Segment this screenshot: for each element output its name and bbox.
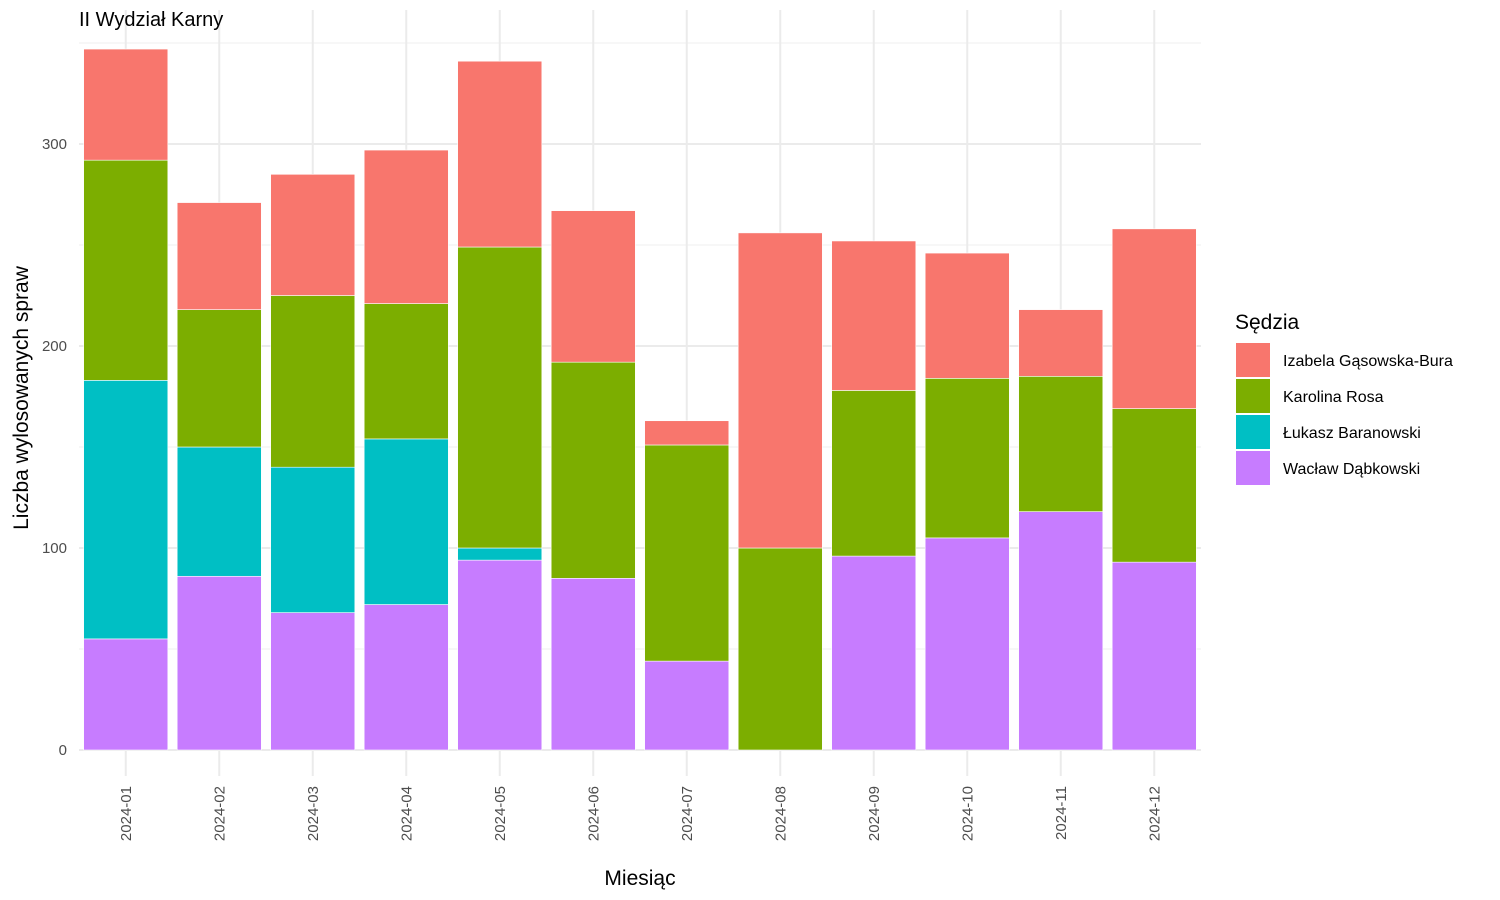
bars (83, 48, 1197, 751)
bar-segment (924, 252, 1010, 379)
bar-segment (644, 444, 730, 662)
bar-segment (550, 577, 636, 751)
legend-label: Izabela Gąsowska-Bura (1283, 353, 1453, 370)
x-tick-label: 2024-03 (305, 786, 322, 841)
bar-segment (644, 420, 730, 446)
legend-label: Karolina Rosa (1283, 389, 1384, 406)
legend: Sędzia Izabela Gąsowska-Bura Karolina Ros… (1235, 311, 1453, 485)
bar-segment (1111, 228, 1197, 409)
x-tick-label: 2024-01 (118, 786, 135, 841)
bar-segment (1111, 408, 1197, 563)
bar-segment (83, 638, 169, 751)
x-tick-label: 2024-10 (959, 786, 976, 841)
legend-label: Wacław Dąbkowski (1283, 461, 1420, 478)
y-tick-label: 300 (42, 136, 67, 153)
x-tick-label: 2024-07 (679, 786, 696, 841)
bar-segment (831, 390, 917, 557)
bar-segment (363, 149, 449, 304)
bar-segment (1018, 309, 1104, 377)
bar-segment (831, 555, 917, 751)
bar-segment (270, 612, 356, 751)
y-tick-label: 100 (42, 540, 67, 557)
bar-segment (457, 547, 543, 561)
bar-segment (363, 604, 449, 751)
bar-segment (1111, 561, 1197, 751)
x-tick-label: 2024-09 (866, 786, 883, 841)
bar-segment (83, 380, 169, 640)
bar-segment (1018, 511, 1104, 751)
bar-segment (363, 303, 449, 440)
bar-segment (270, 466, 356, 613)
legend-label: Łukasz Baranowski (1283, 425, 1421, 442)
x-tick-label: 2024-02 (211, 786, 228, 841)
bar-segment (83, 48, 169, 161)
legend-swatch (1236, 451, 1270, 485)
bar-segment (737, 547, 823, 751)
bar-segment (176, 202, 262, 310)
x-tick-label: 2024-04 (398, 786, 415, 841)
bar-segment (457, 60, 543, 248)
bar-segment (270, 295, 356, 468)
bar-segment (644, 660, 730, 751)
bar-segment (83, 159, 169, 381)
x-tick-label: 2024-12 (1146, 786, 1163, 841)
legend-swatch (1236, 343, 1270, 377)
y-axis-title: Liczba wylosowanych spraw (10, 265, 33, 530)
legend-swatch (1236, 379, 1270, 413)
legend-swatch (1236, 415, 1270, 449)
bar-segment (737, 232, 823, 549)
bar-segment (457, 246, 543, 549)
legend-title: Sędzia (1235, 311, 1300, 334)
x-axis-ticks: 2024-01 2024-02 2024-03 2024-04 2024-05 2024-… (118, 786, 1164, 841)
x-tick-label: 2024-11 (1053, 786, 1070, 840)
bar-segment (176, 446, 262, 577)
bar-segment (550, 210, 636, 363)
y-axis-ticks: 0 100 200 300 (42, 136, 67, 759)
bar-segment (550, 361, 636, 579)
bar-segment (363, 438, 449, 605)
x-axis-title: Miesiąc (604, 867, 675, 890)
y-tick-label: 200 (42, 338, 67, 355)
y-tick-label: 0 (59, 742, 67, 759)
bar-segment (270, 174, 356, 296)
bar-segment (831, 240, 917, 391)
chart-title: II Wydział Karny (79, 9, 223, 31)
x-tick-label: 2024-05 (492, 786, 509, 841)
bar-segment (176, 309, 262, 448)
x-tick-label: 2024-08 (772, 786, 789, 841)
bar-segment (924, 537, 1010, 751)
bar-segment (457, 559, 543, 751)
bar-segment (176, 575, 262, 751)
x-tick-label: 2024-06 (585, 786, 602, 841)
bar-segment (1018, 375, 1104, 512)
bar-segment (924, 378, 1010, 539)
